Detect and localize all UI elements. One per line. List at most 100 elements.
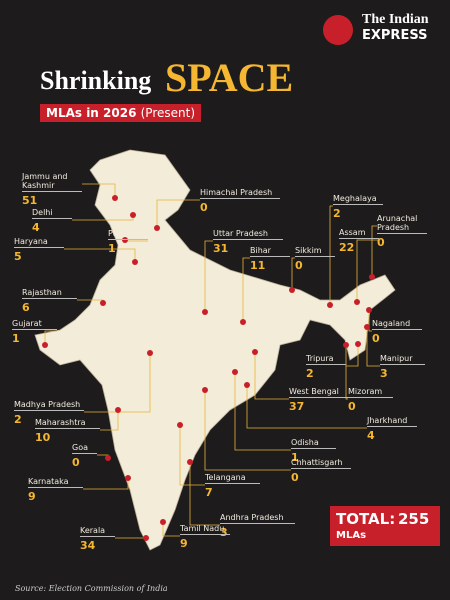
state-dot	[154, 225, 160, 231]
state-label: Himachal Pradesh 0	[200, 188, 280, 214]
state-name: Tamil Nadu	[180, 524, 230, 536]
state-label: Nagaland 0	[372, 319, 422, 345]
state-name: Meghalaya	[333, 194, 383, 206]
brand-logo	[323, 15, 353, 45]
state-dot	[143, 535, 149, 541]
leader-line	[329, 205, 333, 305]
state-label: Punjab 1	[108, 229, 148, 255]
state-label: Karnataka 9	[28, 477, 83, 503]
state-label: Sikkim 0	[295, 246, 335, 272]
state-mla-count: 5	[14, 250, 22, 264]
brand: EXPRESS	[362, 28, 428, 43]
leader-line	[242, 257, 250, 322]
title-highlight: SPACE	[165, 55, 294, 100]
state-label: Odisha 1	[291, 438, 336, 464]
state-name: Punjab	[108, 229, 148, 241]
leader-line	[234, 372, 291, 451]
state-mla-count: 2	[306, 367, 314, 381]
state-dot	[130, 212, 136, 218]
state-name: Chhattisgarh	[291, 458, 351, 470]
leader-line	[83, 478, 129, 490]
state-dot	[355, 341, 361, 347]
leader-line	[64, 248, 136, 262]
state-dot	[100, 300, 106, 306]
leader-line	[204, 240, 213, 312]
state-dot	[187, 459, 193, 465]
state-dot	[132, 259, 138, 265]
state-label: Maharashtra 10	[35, 418, 100, 444]
state-mla-count: 4	[367, 429, 375, 443]
leader-line	[100, 410, 119, 431]
state-label: Rajasthan 6	[22, 288, 77, 314]
state-name: Delhi	[32, 208, 72, 220]
state-label: Kerala 34	[80, 526, 115, 552]
state-label: Gujarat 1	[12, 319, 57, 345]
total-label: TOTAL:	[336, 510, 396, 528]
subtitle-text: MLAs in 2026	[46, 106, 137, 120]
state-label: Assam 22	[339, 228, 379, 254]
state-label: Jharkhand 4	[367, 416, 417, 442]
state-name: Tripura	[306, 354, 346, 366]
leader-line	[345, 345, 348, 400]
state-name: Karnataka	[28, 477, 83, 489]
state-label: Meghalaya 2	[333, 194, 383, 220]
state-mla-count: 0	[295, 259, 303, 273]
state-dot	[366, 307, 372, 313]
state-mla-count: 9	[28, 490, 36, 504]
state-name: Gujarat	[12, 319, 57, 331]
state-name: Arunachal Pradesh	[377, 214, 427, 235]
leader-line	[162, 522, 180, 537]
state-mla-count: 0	[291, 471, 299, 485]
state-name: Maharashtra	[35, 418, 100, 430]
state-label: Goa 0	[72, 443, 97, 469]
state-mla-count: 10	[35, 431, 51, 445]
leader-line	[291, 257, 295, 290]
state-name: Uttar Pradesh	[213, 229, 283, 241]
state-label: Delhi 4	[32, 208, 72, 234]
state-name: Bihar	[250, 246, 290, 258]
state-label: Mizoram 0	[348, 387, 393, 413]
leader-line	[156, 199, 200, 228]
state-name: Kerala	[80, 526, 115, 538]
state-mla-count: 0	[377, 236, 385, 250]
state-name: Jammu and Kashmir	[22, 172, 82, 193]
leader-line	[82, 183, 116, 198]
state-name: Rajasthan	[22, 288, 77, 300]
state-name: Assam	[339, 228, 379, 240]
state-mla-count: 0	[200, 201, 208, 215]
state-mla-count: 34	[80, 539, 96, 553]
leader-line	[366, 327, 380, 367]
state-dot	[364, 324, 370, 330]
state-mla-count: 31	[213, 242, 229, 256]
leader-line	[179, 425, 205, 486]
leader-line	[204, 390, 291, 471]
state-dot	[42, 342, 48, 348]
state-mla-count: 37	[289, 400, 305, 414]
state-mla-count: 6	[22, 301, 30, 315]
state-name: Jharkhand	[367, 416, 417, 428]
leader-line	[44, 330, 57, 345]
state-name: West Bengal	[289, 387, 349, 399]
title: Shrinking	[40, 66, 152, 95]
total-box: TOTAL: 255 MLAs	[330, 506, 440, 546]
state-name: Goa	[72, 443, 97, 455]
state-dot	[147, 350, 153, 356]
state-label: Tripura 2	[306, 354, 346, 380]
subtitle: MLAs in 2026 (Present)	[40, 104, 202, 122]
total-unit: MLAs	[336, 530, 367, 541]
subtitle-note: (Present)	[140, 106, 196, 120]
state-dot	[244, 382, 250, 388]
india-outline	[34, 149, 396, 551]
state-dot	[327, 302, 333, 308]
state-dot	[232, 369, 238, 375]
state-dot	[177, 422, 183, 428]
state-name: Haryana	[14, 237, 64, 249]
state-label: Telangana 7	[205, 473, 260, 499]
state-name: Odisha	[291, 438, 336, 450]
state-name: Mizoram	[348, 387, 393, 399]
state-label: Bihar 11	[250, 246, 290, 272]
state-label: Jammu and Kashmir 51	[22, 172, 82, 207]
state-name: Manipur	[380, 354, 425, 366]
leader-line	[371, 225, 377, 277]
